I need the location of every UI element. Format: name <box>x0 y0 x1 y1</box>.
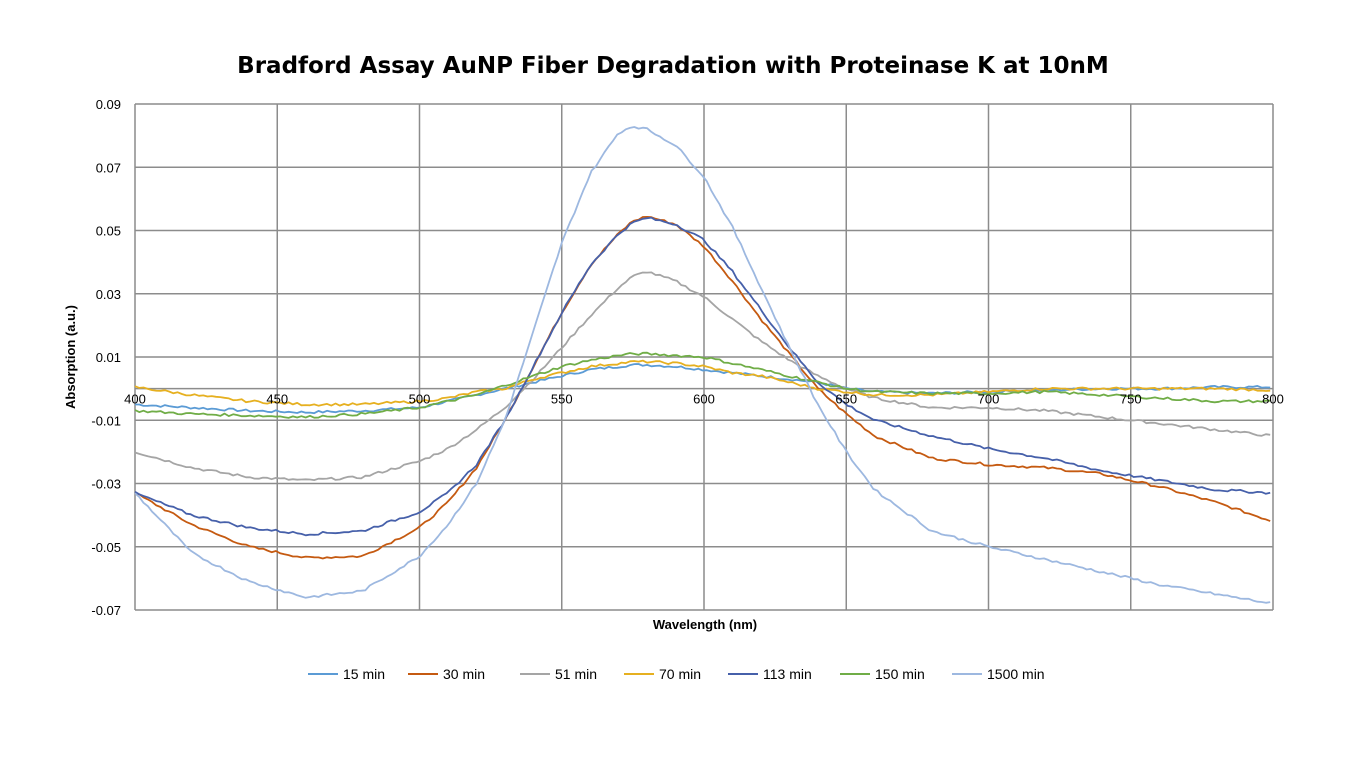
y-tick-label: -0.01 <box>91 413 121 428</box>
y-axis-ticks: 0.09 0.07 0.05 0.03 0.01 -0.01 -0.03 -0.05 -0.07 <box>91 97 121 618</box>
legend-item: 51 min <box>520 666 597 682</box>
y-tick-label: -0.03 <box>91 477 121 492</box>
gridlines <box>134 103 1274 611</box>
x-tick-label: 550 <box>551 392 573 407</box>
series-line-30-min <box>134 216 1271 560</box>
y-tick-label: 0.09 <box>96 97 121 112</box>
legend-item: 150 min <box>840 666 925 682</box>
y-tick-label: -0.05 <box>91 540 121 555</box>
series-line-51-min <box>134 271 1271 481</box>
y-tick-label: 0.07 <box>96 160 121 175</box>
y-tick-label: -0.07 <box>91 603 121 618</box>
x-tick-label: 750 <box>1120 392 1142 407</box>
legend-item: 113 min <box>728 666 812 682</box>
series-line-15-min <box>135 363 1271 415</box>
x-axis-label: Wavelength (nm) <box>653 617 757 632</box>
series-line-1500-min <box>134 126 1271 604</box>
legend-label: 113 min <box>763 666 812 682</box>
legend-label: 30 min <box>443 666 485 682</box>
legend: 15 min 30 min 51 min 70 min 113 min 150 min 15… <box>308 666 1045 682</box>
series-line-150-min <box>134 351 1271 419</box>
x-tick-label: 700 <box>978 392 1000 407</box>
x-axis-ticks: 400 450 500 550 600 650 700 750 800 <box>124 392 1284 407</box>
x-tick-label: 600 <box>693 392 715 407</box>
x-tick-label: 650 <box>835 392 857 407</box>
legend-item: 15 min <box>308 666 385 682</box>
x-tick-label: 800 <box>1262 392 1284 407</box>
y-tick-label: 0.03 <box>96 287 121 302</box>
y-tick-label: 0.01 <box>96 350 121 365</box>
legend-item: 70 min <box>624 666 701 682</box>
legend-label: 1500 min <box>987 666 1045 682</box>
legend-label: 70 min <box>659 666 701 682</box>
chart-title: Bradford Assay AuNP Fiber Degradation wi… <box>237 53 1109 79</box>
x-tick-label: 400 <box>124 392 146 407</box>
series-line-70-min <box>134 359 1271 407</box>
series-line-113-min <box>134 216 1271 537</box>
x-tick-label: 500 <box>409 392 431 407</box>
plot-area <box>134 126 1271 604</box>
legend-label: 51 min <box>555 666 597 682</box>
legend-label: 15 min <box>343 666 385 682</box>
legend-label: 150 min <box>875 666 925 682</box>
x-tick-label: 450 <box>266 392 288 407</box>
legend-item: 30 min <box>408 666 485 682</box>
legend-item: 1500 min <box>952 666 1045 682</box>
y-tick-label: 0.05 <box>96 224 121 239</box>
y-axis-label: Absorption (a.u.) <box>63 305 78 409</box>
